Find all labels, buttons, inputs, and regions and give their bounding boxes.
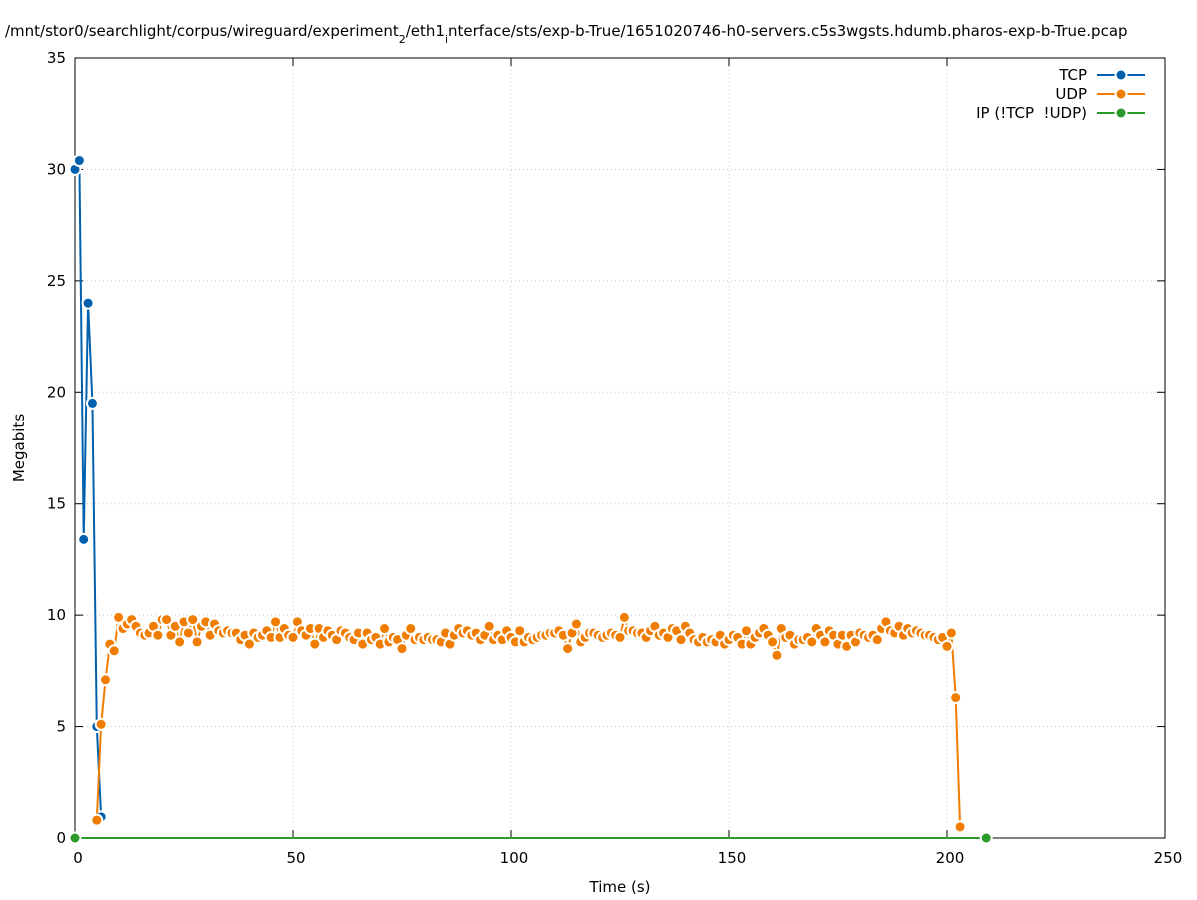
series-line: [95, 613, 962, 827]
data-point: [870, 633, 884, 647]
data-point: [72, 154, 86, 168]
data-point: [617, 610, 631, 624]
data-point: [173, 635, 187, 649]
legend-swatch-point: [1114, 87, 1128, 101]
data-point: [513, 624, 527, 638]
series-line: [74, 160, 103, 817]
data-point: [739, 624, 753, 638]
data-point: [940, 639, 954, 653]
data-point: [181, 626, 195, 640]
data-point: [805, 635, 819, 649]
data-point: [94, 717, 108, 731]
title-segment: nterface/sts/exp-b-True/1651020746-h0-se…: [448, 22, 1128, 40]
data-point: [378, 622, 392, 636]
data-point: [561, 642, 575, 656]
data-point: [81, 296, 95, 310]
data-point: [818, 635, 832, 649]
data-point: [107, 644, 121, 658]
x-tick-label: 0: [73, 849, 83, 867]
legend-label: UDP: [1055, 85, 1087, 103]
y-tick-label: 35: [47, 49, 66, 67]
y-tick-label: 25: [47, 272, 66, 290]
data-point: [308, 637, 322, 651]
data-point: [85, 396, 99, 410]
legend-label: TCP: [1058, 66, 1087, 84]
legend-swatch-point: [1114, 106, 1128, 120]
data-point: [949, 691, 963, 705]
title-segment: /mnt/stor0/searchlight/corpus/wireguard/…: [5, 22, 399, 40]
data-point: [151, 628, 165, 642]
data-point: [979, 831, 993, 845]
title-segment: /eth1: [406, 22, 445, 40]
data-point: [770, 648, 784, 662]
y-tick-label: 20: [47, 383, 66, 401]
y-tick-label: 10: [47, 606, 66, 624]
data-point: [613, 630, 627, 644]
data-point: [112, 610, 126, 624]
data-point: [674, 633, 688, 647]
data-point: [77, 532, 91, 546]
data-point: [99, 673, 113, 687]
data-point: [160, 613, 174, 627]
data-point: [569, 617, 583, 631]
title-segment: 2: [399, 33, 406, 46]
data-point: [766, 635, 780, 649]
plot-border: [74, 57, 1166, 839]
y-tick-label: 0: [56, 829, 66, 847]
data-point: [482, 619, 496, 633]
data-point: [186, 613, 200, 627]
legend-label: IP (!TCP !UDP): [976, 104, 1087, 122]
data-point: [90, 813, 104, 827]
x-tick-label: 200: [936, 849, 965, 867]
y-tick-label: 15: [47, 495, 66, 513]
data-point: [944, 626, 958, 640]
x-tick-label: 100: [500, 849, 529, 867]
y-tick-label: 5: [56, 718, 66, 736]
y-tick-label: 30: [47, 160, 66, 178]
chart-title: /mnt/stor0/searchlight/corpus/wireguard/…: [5, 22, 1128, 46]
x-tick-label: 250: [1154, 849, 1183, 867]
legend-swatch-point: [1114, 68, 1128, 82]
x-tick-label: 50: [286, 849, 305, 867]
data-point: [190, 635, 204, 649]
title-segment: i: [445, 33, 448, 46]
data-point: [68, 831, 82, 845]
x-axis-label: Time (s): [589, 878, 651, 896]
data-point: [953, 820, 967, 834]
data-point: [242, 637, 256, 651]
data-point: [395, 642, 409, 656]
x-tick-label: 150: [718, 849, 747, 867]
y-axis-label: Megabits: [10, 414, 28, 482]
data-point: [404, 622, 418, 636]
data-point: [286, 630, 300, 644]
data-point: [269, 615, 283, 629]
